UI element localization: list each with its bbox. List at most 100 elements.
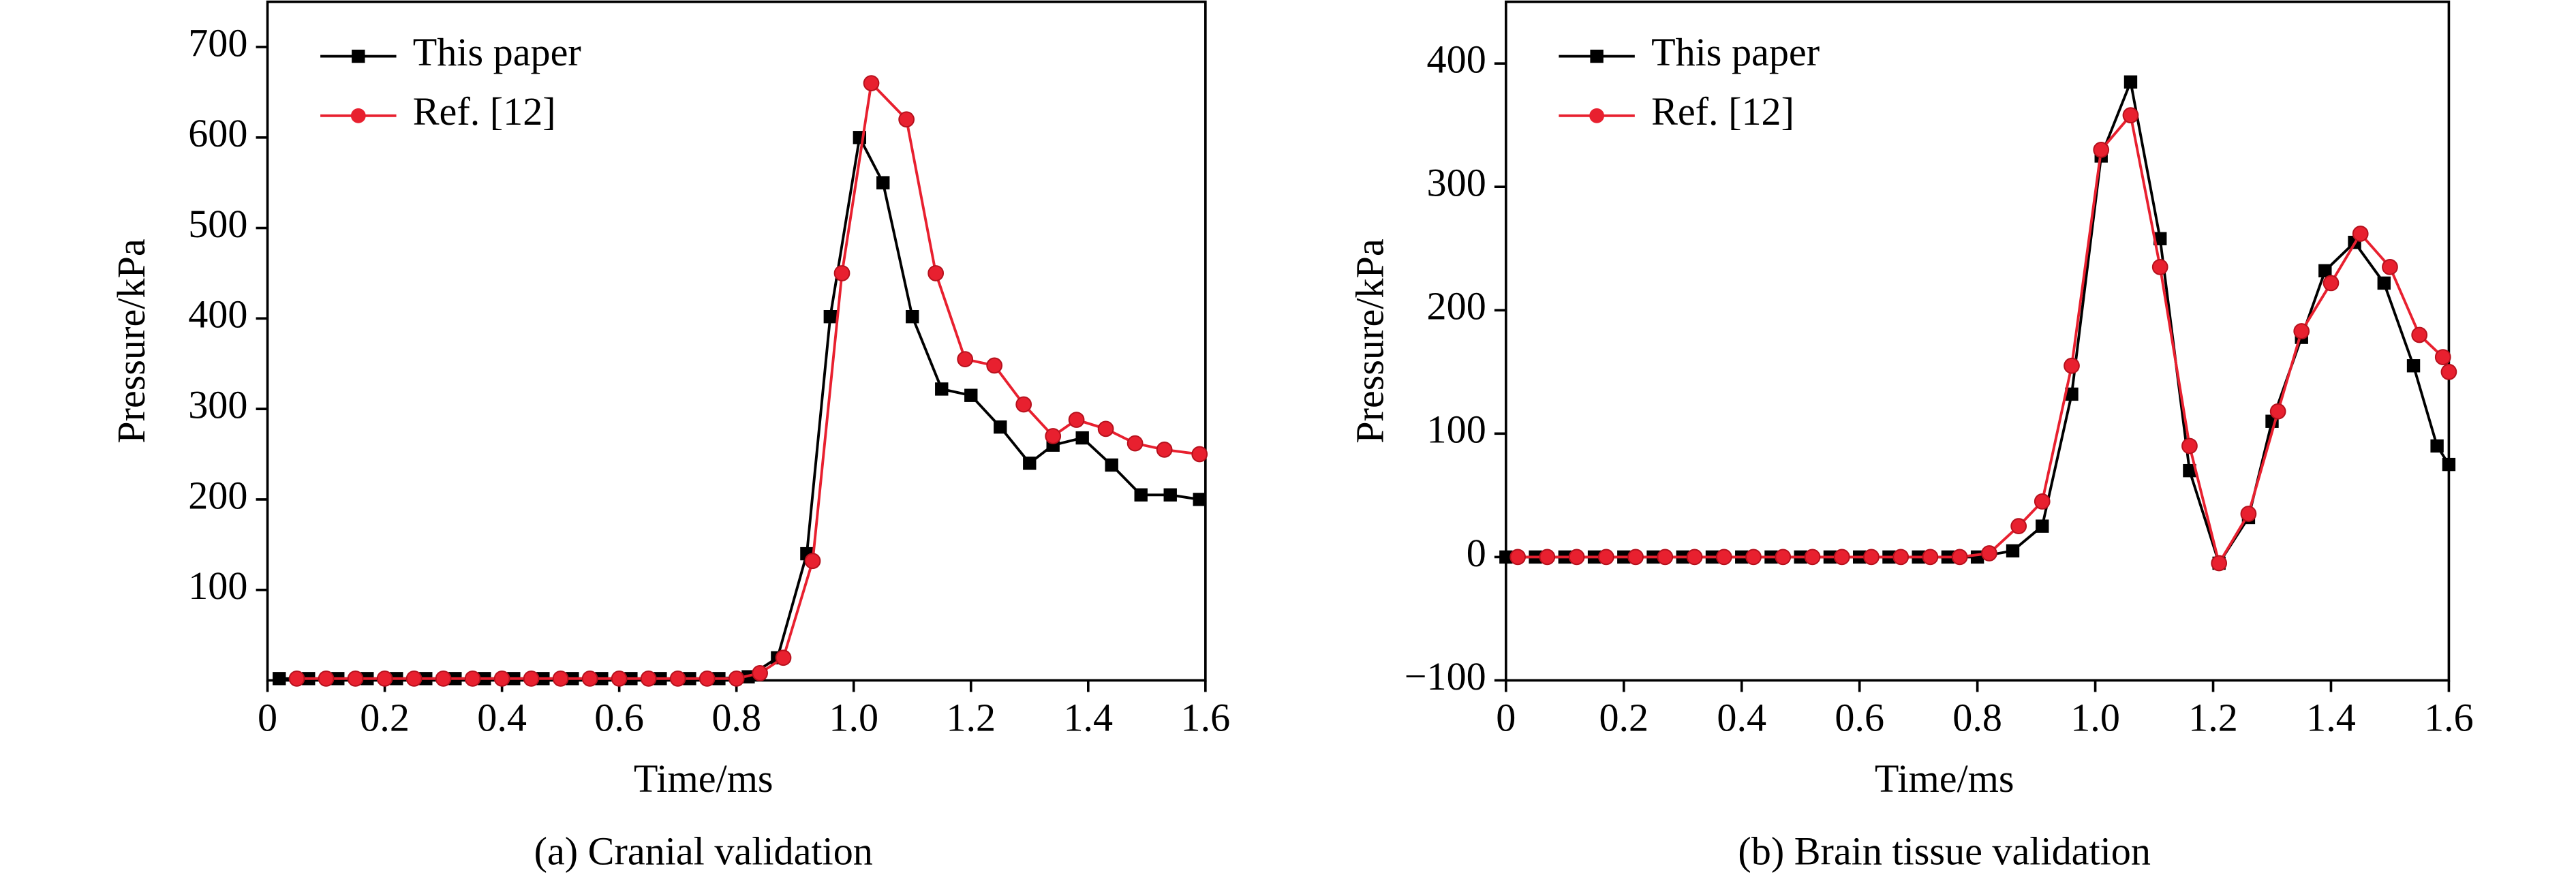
data-point — [2183, 463, 2196, 478]
x-tick-label: 1.0 — [829, 695, 878, 739]
data-point — [1193, 493, 1206, 506]
data-point — [1499, 550, 1513, 564]
data-point — [2434, 349, 2451, 365]
y-tick-label: 300 — [188, 382, 247, 427]
data-point — [288, 670, 305, 687]
x-tick-label: 1.2 — [946, 695, 996, 739]
data-point — [1568, 549, 1585, 566]
data-point — [2064, 357, 2080, 374]
data-point — [1715, 549, 1732, 566]
y-tick-label: 0 — [1467, 531, 1486, 575]
data-point — [1163, 488, 1177, 502]
data-point — [2382, 259, 2398, 275]
x-tick-label: 0.4 — [1717, 695, 1766, 739]
data-point — [318, 670, 335, 687]
data-point — [1833, 549, 1850, 566]
data-point — [1015, 396, 1032, 413]
series-line — [1518, 112, 2451, 567]
data-point — [2123, 75, 2138, 89]
data-point — [347, 670, 364, 687]
data-point — [273, 672, 286, 686]
y-tick-label: 600 — [188, 111, 247, 155]
data-point — [728, 670, 745, 687]
legend-label: This paper — [413, 30, 581, 74]
data-point — [2036, 519, 2049, 533]
x-tick-label: 0.6 — [1835, 695, 1884, 739]
data-point — [2153, 232, 2167, 245]
x-tick-label: 1.6 — [1181, 695, 1231, 739]
data-point — [699, 670, 716, 687]
data-point — [2151, 259, 2168, 275]
data-point — [464, 670, 481, 687]
data-point — [986, 357, 1003, 374]
data-point — [1981, 545, 1997, 561]
x-tick-label: 0 — [1496, 695, 1516, 739]
data-point — [1156, 442, 1173, 458]
x-tick-label: 0.2 — [1599, 695, 1649, 739]
data-point — [1775, 549, 1792, 566]
legend-marker — [352, 49, 365, 63]
x-tick-label: 1.0 — [2070, 695, 2120, 739]
data-point — [2010, 518, 2027, 535]
data-point — [1068, 412, 1085, 428]
data-point — [1863, 549, 1880, 566]
data-point — [2440, 363, 2457, 380]
data-point — [876, 176, 890, 189]
data-point — [405, 670, 423, 687]
data-point — [906, 309, 919, 324]
data-point — [2322, 275, 2340, 292]
data-point — [1097, 420, 1114, 437]
data-point — [2006, 544, 2020, 558]
y-tick-label: 400 — [188, 292, 247, 337]
data-point — [2377, 276, 2391, 290]
data-point — [2430, 439, 2444, 453]
x-tick-label: 0.4 — [477, 695, 527, 739]
x-tick-label: 0.8 — [711, 695, 761, 739]
legend-marker — [350, 108, 366, 123]
y-tick-label: 100 — [188, 564, 247, 608]
data-point — [552, 670, 569, 687]
data-point — [752, 664, 768, 681]
data-point — [898, 111, 915, 128]
data-point — [376, 670, 393, 687]
data-point — [2122, 107, 2139, 124]
data-point — [2181, 437, 2198, 455]
y-tick-label: −100 — [1405, 654, 1486, 698]
data-point — [804, 553, 821, 570]
caption: (b) Brain tissue validation — [1738, 829, 2151, 874]
data-point — [833, 265, 850, 281]
data-point — [1191, 446, 1208, 463]
series-line — [279, 133, 1200, 680]
data-point — [669, 670, 686, 687]
legend-marker — [1590, 49, 1604, 63]
x-tick-label: 0.2 — [360, 695, 410, 739]
y-tick-label: 400 — [1427, 37, 1486, 81]
data-point — [2034, 493, 2051, 510]
x-tick-label: 0.8 — [1952, 695, 2002, 739]
data-point — [1126, 435, 1144, 452]
data-point — [1509, 549, 1527, 566]
x-tick-label: 0 — [258, 695, 277, 739]
data-point — [2269, 403, 2286, 420]
y-tick-label: 500 — [188, 202, 247, 246]
data-point — [2211, 555, 2228, 572]
y-axis-label: Pressure/kPa — [1347, 239, 1392, 444]
data-point — [1023, 457, 1037, 470]
data-point — [775, 649, 792, 666]
x-tick-label: 1.6 — [2424, 695, 2474, 739]
x-tick-label: 0.6 — [594, 695, 644, 739]
data-point — [581, 670, 598, 687]
data-point — [1075, 431, 1089, 445]
plot-frame — [266, 0, 1207, 682]
data-point — [493, 670, 510, 687]
data-point — [823, 309, 838, 324]
y-tick-label: 300 — [1427, 161, 1486, 205]
data-point — [935, 382, 949, 396]
data-point — [611, 670, 628, 687]
data-point — [1804, 549, 1821, 566]
data-point — [1627, 549, 1644, 566]
y-tick-label: 700 — [188, 20, 247, 65]
legend-label: Ref. [12] — [413, 89, 556, 134]
data-point — [1597, 549, 1614, 566]
